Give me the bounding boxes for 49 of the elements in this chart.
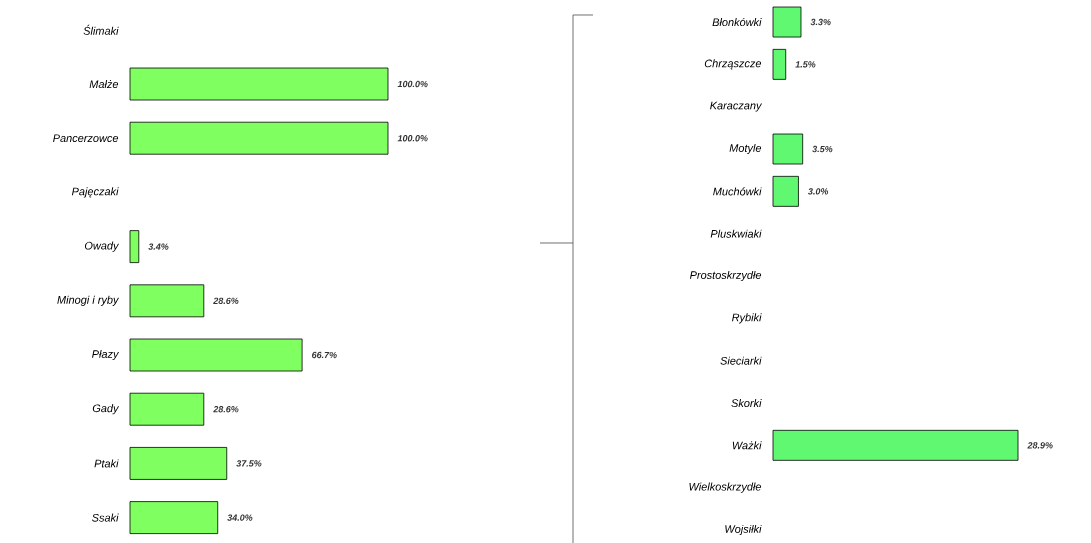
y-tick-label: Ssaki — [92, 513, 119, 522]
y-tick-label: Chrząszcze — [704, 59, 762, 70]
y-tick-label: Karaczany — [710, 101, 763, 112]
data-label: 28.9% — [1027, 442, 1053, 449]
y-tick-label: Muchówki — [713, 187, 762, 196]
bar — [129, 447, 228, 480]
bar — [129, 338, 303, 372]
bar — [129, 501, 219, 535]
bar — [129, 284, 205, 318]
bar — [772, 133, 804, 165]
y-tick-label: Motyle — [729, 143, 762, 155]
bar — [772, 48, 787, 80]
y-tick-label: Minogi i ryby — [57, 295, 120, 306]
y-tick-label: Gady — [92, 404, 120, 415]
data-label: 66.7% — [312, 351, 337, 359]
y-tick-label: Sieciarki — [720, 356, 762, 365]
bar — [772, 175, 799, 207]
y-tick-label: Skorki — [731, 398, 762, 408]
y-tick-label: Małże — [89, 80, 119, 89]
data-label: 28.6% — [213, 406, 239, 413]
y-tick-label: Wielkoskrzydłe — [689, 482, 762, 493]
bar — [772, 429, 1019, 461]
data-label: 100.0% — [397, 135, 428, 142]
y-tick-label: Pancerzowce — [53, 134, 119, 143]
y-tick-label: Pluskwiaki — [710, 229, 762, 238]
data-label: 34.0% — [227, 514, 253, 521]
data-label: 3.3% — [810, 18, 831, 26]
y-tick-label: Pajęczaki — [71, 187, 119, 198]
y-tick-label: Płazy — [92, 349, 120, 361]
data-label: 37.5% — [236, 460, 262, 467]
data-label: 3.5% — [812, 145, 833, 153]
y-tick-label: Prostoskrzydłe — [689, 270, 762, 282]
bar — [129, 121, 389, 155]
bar — [129, 392, 205, 426]
bar — [129, 67, 389, 101]
y-tick-label: Ślimaki — [83, 24, 119, 35]
bar — [772, 6, 802, 38]
y-tick-label: Błonkówki — [712, 17, 762, 27]
data-label: 3.0% — [808, 188, 829, 195]
bar — [129, 230, 140, 264]
data-label: 28.6% — [213, 297, 239, 304]
y-tick-label: Wojsiłki — [725, 524, 762, 536]
y-tick-label: Owady — [84, 241, 120, 252]
data-label: 100.0% — [397, 80, 428, 88]
data-label: 1.5% — [795, 61, 816, 68]
y-tick-label: Ptaki — [94, 459, 119, 468]
data-label: 3.4% — [148, 243, 169, 250]
y-tick-label: Rybiki — [732, 313, 762, 324]
y-tick-label: Ważki — [732, 441, 762, 450]
